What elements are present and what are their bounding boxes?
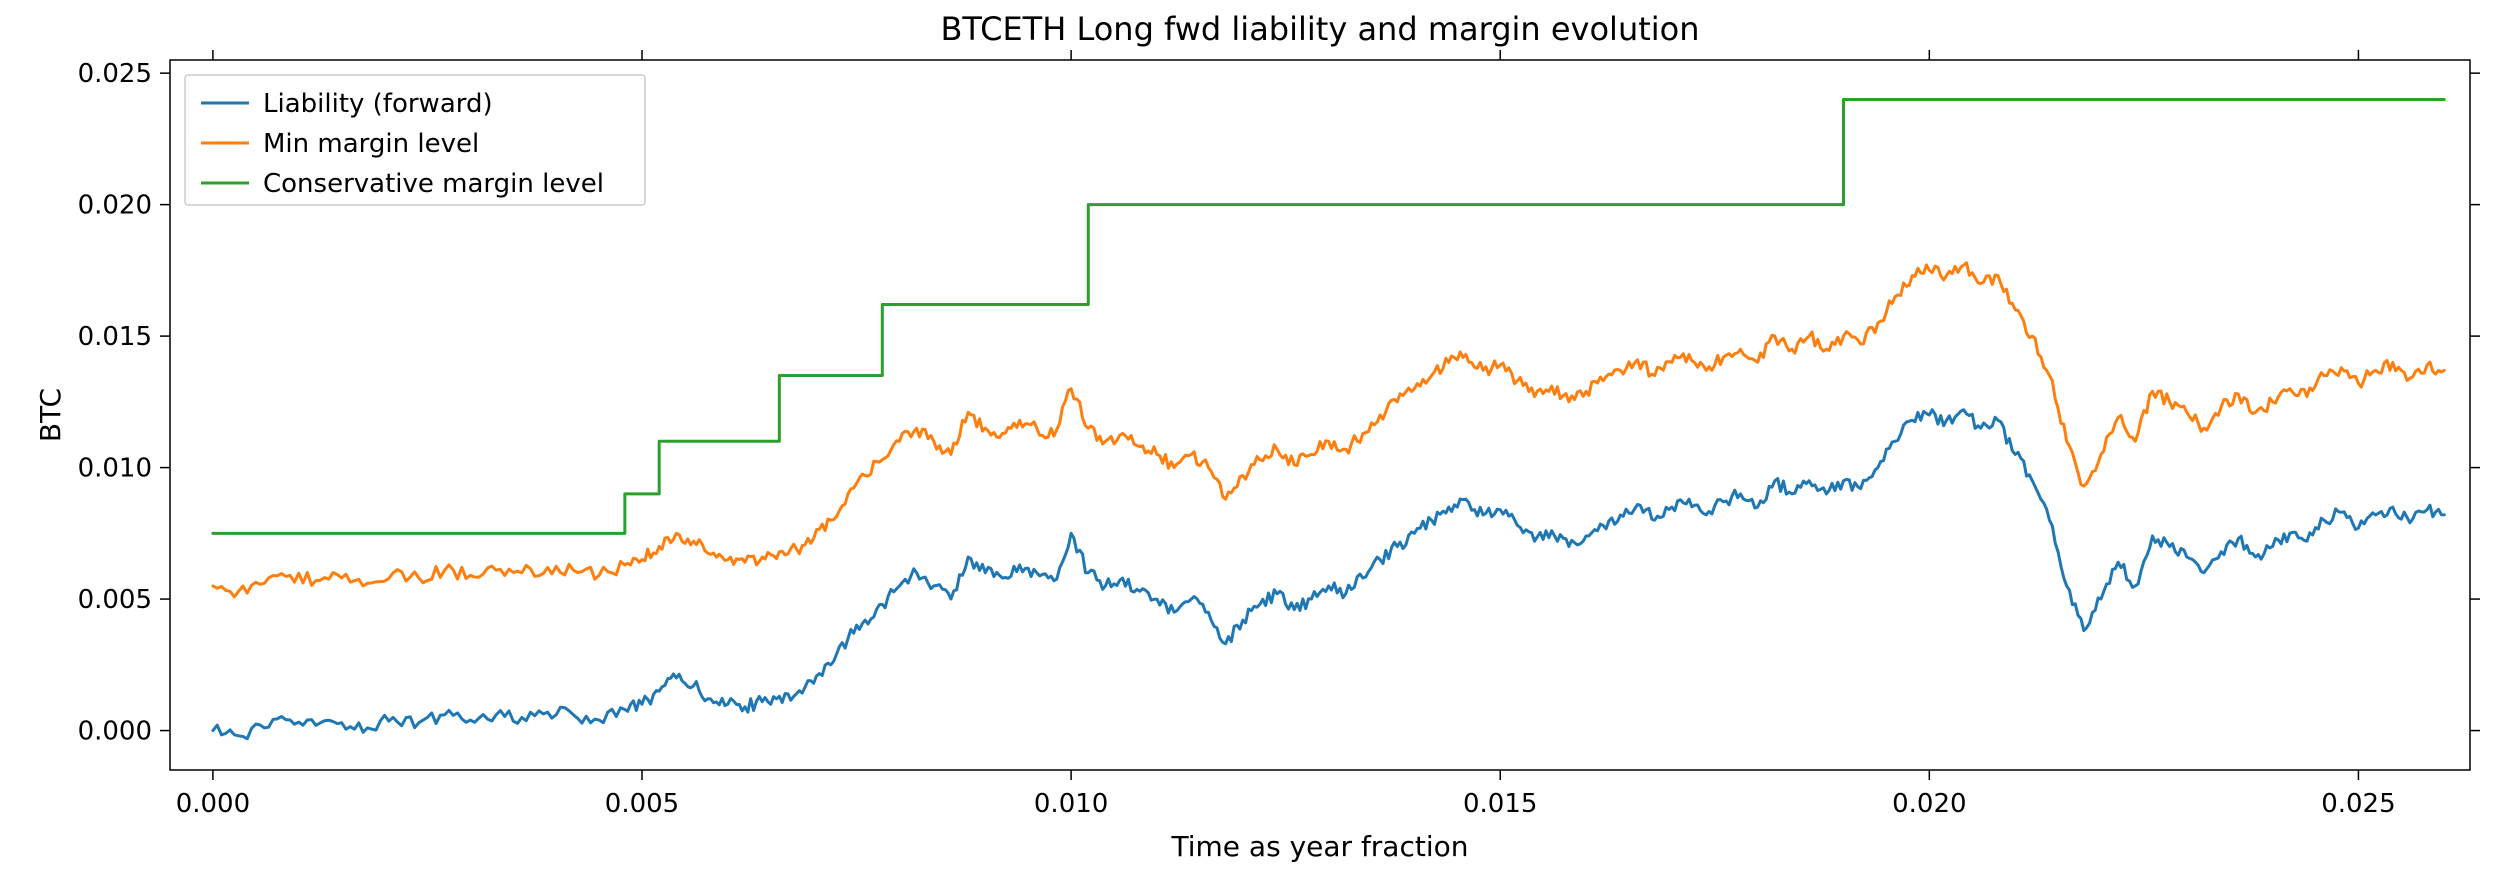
y-tick-label: 0.025 — [78, 59, 152, 89]
series-liability — [213, 410, 2444, 739]
x-tick-label: 0.010 — [1034, 789, 1108, 819]
y-tick-label: 0.005 — [78, 585, 152, 615]
y-tick-label: 0.000 — [78, 717, 152, 747]
y-tick-label: 0.020 — [78, 191, 152, 221]
chart-container: 0.000 0.005 0.010 0.015 0.020 0.025 0.000 0.005… — [0, 0, 2500, 884]
y-tick-label: 0.010 — [78, 454, 152, 484]
legend-label: Conservative margin level — [263, 169, 604, 199]
chart-title: BTCETH Long fwd liability and margin evo… — [940, 10, 1699, 48]
y-axis-label: BTC — [34, 388, 67, 442]
x-tick-label: 0.015 — [1463, 789, 1537, 819]
y-tick-label: 0.015 — [78, 322, 152, 352]
chart-svg: 0.000 0.005 0.010 0.015 0.020 0.025 0.000 0.005… — [0, 0, 2500, 884]
series-min-margin — [213, 263, 2444, 597]
x-tick-label: 0.000 — [176, 789, 250, 819]
x-axis-label: Time as year fraction — [1171, 830, 1469, 863]
x-tick-label: 0.020 — [1892, 789, 1966, 819]
x-tick-label: 0.025 — [2321, 789, 2395, 819]
legend-label: Min margin level — [263, 129, 479, 159]
legend-label: Liability (forward) — [263, 89, 493, 119]
x-tick-label: 0.005 — [605, 789, 679, 819]
